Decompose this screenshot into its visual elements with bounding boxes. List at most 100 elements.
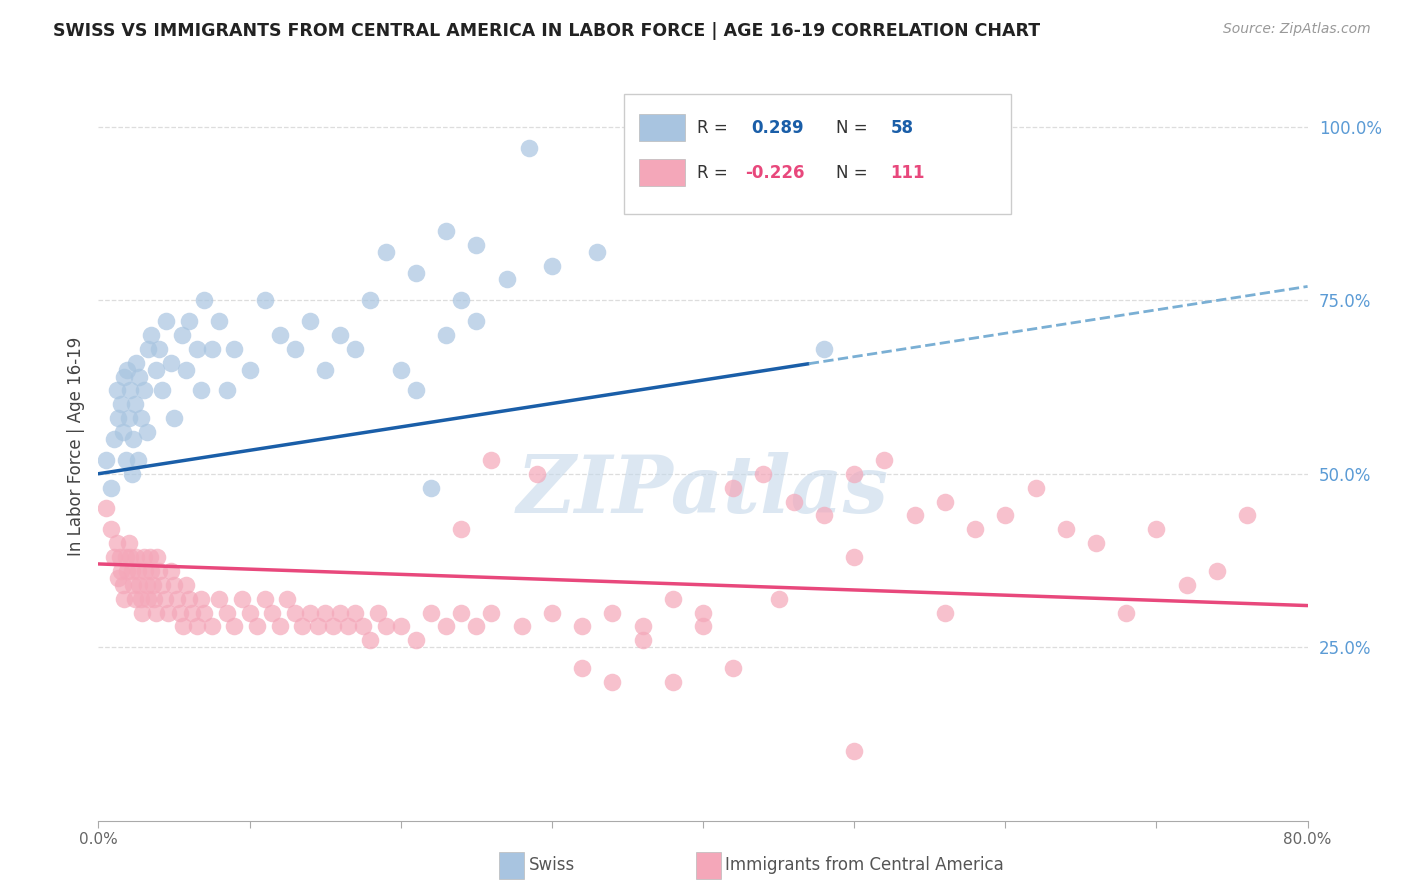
Point (571, 661, 593, 675)
Point (131, 606, 153, 620)
Point (813, 342, 835, 356)
Point (420, 481, 443, 495)
Point (139, 549, 162, 564)
Point (307, 619, 329, 633)
Text: Immigrants from Central America: Immigrants from Central America (725, 856, 1004, 874)
Point (465, 619, 488, 633)
Point (253, 591, 276, 606)
Point (118, 536, 141, 550)
Point (405, 633, 427, 648)
Point (129, 411, 152, 425)
Point (120, 549, 142, 564)
Point (284, 606, 307, 620)
Point (166, 591, 188, 606)
Point (262, 606, 284, 620)
Point (186, 619, 208, 633)
Point (105, 536, 128, 550)
Point (586, 244, 609, 259)
Point (374, 619, 396, 633)
Point (129, 591, 152, 606)
Point (155, 314, 177, 328)
Text: N =: N = (837, 163, 873, 181)
Point (768, 591, 790, 606)
Point (103, 549, 125, 564)
Point (136, 342, 159, 356)
Text: Source: ZipAtlas.com: Source: ZipAtlas.com (1223, 22, 1371, 37)
Point (1054, 522, 1077, 536)
Point (246, 619, 269, 633)
Point (110, 397, 132, 411)
Point (465, 314, 488, 328)
Point (160, 356, 183, 370)
Point (965, 522, 987, 536)
Point (1175, 578, 1198, 592)
Point (284, 342, 307, 356)
Point (844, 549, 866, 564)
Point (128, 369, 150, 384)
Point (150, 384, 173, 398)
Point (143, 591, 166, 606)
Point (540, 259, 562, 273)
Point (344, 606, 367, 620)
Point (269, 328, 291, 343)
Point (115, 564, 138, 578)
Point (314, 606, 336, 620)
Point (752, 467, 775, 481)
Point (661, 591, 683, 606)
Point (994, 508, 1017, 523)
Point (186, 342, 208, 356)
Point (405, 384, 427, 398)
Point (434, 328, 457, 343)
Point (571, 619, 593, 633)
Point (1236, 508, 1258, 523)
Point (1206, 564, 1229, 578)
Text: 111: 111 (890, 163, 925, 181)
Point (450, 522, 472, 536)
Point (322, 619, 344, 633)
Point (434, 619, 457, 633)
Point (163, 411, 186, 425)
Point (291, 619, 314, 633)
Point (141, 328, 163, 343)
Point (94, 501, 117, 516)
Text: -0.226: -0.226 (745, 163, 804, 181)
Point (723, 661, 745, 675)
FancyBboxPatch shape (624, 94, 1011, 214)
Point (135, 578, 157, 592)
Point (661, 674, 683, 689)
Point (873, 453, 896, 467)
Point (450, 606, 472, 620)
Point (111, 578, 134, 592)
Point (111, 425, 134, 439)
Point (100, 522, 122, 536)
Point (405, 266, 427, 280)
Point (160, 564, 183, 578)
Point (510, 619, 533, 633)
Point (170, 328, 193, 343)
Point (231, 591, 253, 606)
Point (136, 591, 159, 606)
Point (190, 591, 212, 606)
Point (124, 591, 146, 606)
Point (844, 467, 866, 481)
Point (692, 606, 714, 620)
Point (124, 397, 146, 411)
Point (121, 467, 143, 481)
Point (179, 314, 201, 328)
Point (329, 328, 352, 343)
Point (299, 606, 322, 620)
Point (389, 362, 412, 376)
Point (148, 342, 170, 356)
Point (224, 619, 246, 633)
Point (723, 481, 745, 495)
Point (934, 494, 956, 508)
Point (201, 342, 224, 356)
Point (125, 356, 148, 370)
Point (253, 293, 276, 308)
Point (269, 619, 291, 633)
Point (153, 591, 176, 606)
Point (103, 432, 125, 446)
Point (148, 564, 170, 578)
Text: R =: R = (697, 119, 733, 136)
Point (481, 606, 503, 620)
